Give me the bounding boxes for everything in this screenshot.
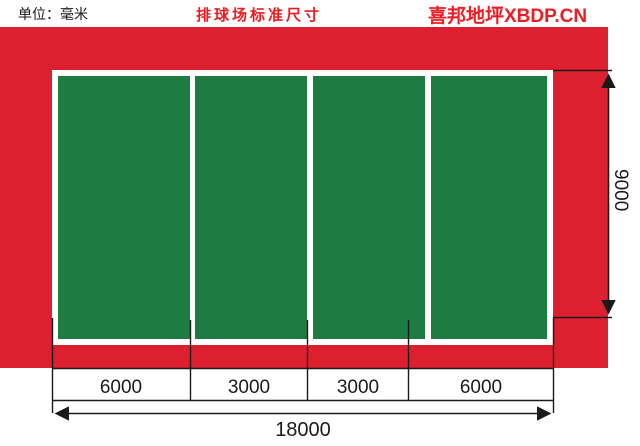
court-zone-back-right xyxy=(431,76,547,339)
court-zone-front-right xyxy=(313,76,425,339)
dimension-label-overall-length: 18000 xyxy=(275,419,331,441)
court-zone-front-left xyxy=(195,76,307,339)
volleyball-court xyxy=(52,70,553,345)
court-surround-area xyxy=(0,27,608,368)
watermark-label: 喜邦地坪XBDP.CN xyxy=(428,6,588,27)
dimension-label-segment-2: 3000 xyxy=(227,377,271,398)
court-zone-back-left xyxy=(58,76,190,339)
dimension-label-segment-4: 6000 xyxy=(459,377,503,398)
dimension-label-segment-3: 3000 xyxy=(336,377,380,398)
header-bar: 单位：毫米 排球场标准尺寸 喜邦地坪XBDP.CN xyxy=(0,0,640,27)
unit-label: 单位：毫米 xyxy=(18,6,88,22)
dimension-label-overall-width: 9000 xyxy=(610,169,631,212)
page-title: 排球场标准尺寸 xyxy=(196,7,323,24)
dimension-label-segment-1: 6000 xyxy=(99,377,143,398)
